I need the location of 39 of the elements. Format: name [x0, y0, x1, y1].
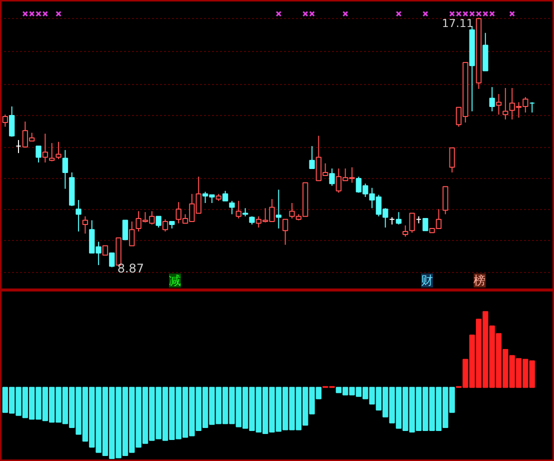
- candlestick: [82, 216, 88, 234]
- annotation: 17.11: [442, 16, 474, 30]
- candlestick: [409, 212, 415, 234]
- candlestick: [76, 199, 82, 232]
- candlestick: [502, 87, 508, 120]
- candlestick: [16, 140, 22, 154]
- annotation: 榜: [474, 274, 486, 288]
- annotation: 财: [421, 274, 434, 288]
- candlestick: [229, 200, 235, 215]
- candlestick: [156, 216, 162, 228]
- candlestick: [529, 102, 535, 114]
- candlestick: [396, 212, 402, 226]
- candlestick: [222, 190, 228, 202]
- annotation: 减: [169, 274, 182, 288]
- candlestick: [329, 168, 335, 186]
- candlestick: [62, 150, 68, 190]
- candlestick: [489, 86, 495, 112]
- candlestick: [2, 114, 8, 128]
- candlestick: [449, 147, 455, 173]
- candlestick: [102, 245, 108, 256]
- candlestick: [9, 106, 15, 138]
- candlestick: [236, 200, 242, 219]
- candlestick: [442, 186, 448, 215]
- candlestick: [276, 189, 282, 229]
- candlestick: [282, 218, 288, 246]
- candlestick: [42, 133, 48, 163]
- candlestick: [56, 141, 62, 160]
- candlestick: [309, 146, 315, 170]
- candlestick: [389, 216, 395, 226]
- candlestick: [496, 94, 502, 116]
- candlestick: [422, 218, 428, 232]
- candlestick: [122, 220, 128, 240]
- candlestick: [402, 224, 408, 238]
- annotation: 8.87: [117, 262, 144, 276]
- candlestick: [129, 220, 135, 246]
- candlestick: [36, 146, 42, 163]
- candlestick: [162, 218, 168, 232]
- candlestick: [49, 142, 55, 162]
- candlestick: [109, 252, 115, 268]
